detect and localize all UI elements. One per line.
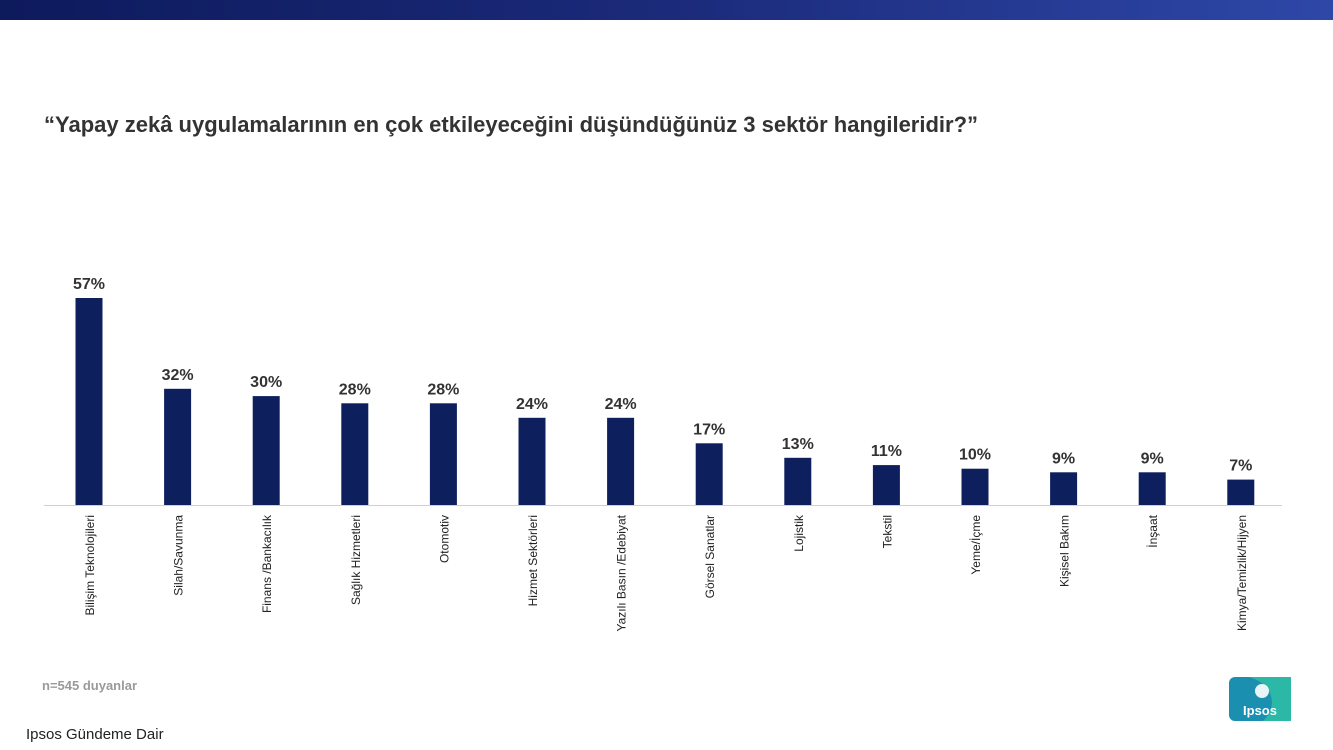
value-label-2: 32% (162, 367, 194, 384)
bar-3 (252, 396, 280, 505)
value-label-13: 9% (1141, 450, 1164, 467)
value-label-11: 10% (959, 447, 991, 464)
bar-12 (1050, 472, 1078, 505)
bar-6 (518, 417, 546, 505)
bar-2 (164, 388, 192, 505)
bar-14 (1227, 479, 1255, 505)
value-label-10: 11% (871, 443, 902, 460)
value-label-4: 28% (339, 381, 371, 398)
bar-9 (784, 457, 812, 505)
logo-accent (1249, 677, 1291, 721)
value-label-1: 57% (73, 276, 105, 293)
bar-7 (607, 417, 635, 505)
value-label-12: 9% (1052, 450, 1075, 467)
value-label-5: 28% (427, 381, 459, 398)
category-label-12: Kişisel Bakım (1058, 515, 1072, 587)
value-label-6: 24% (516, 396, 548, 413)
category-label-2: Silah/Savunma (172, 515, 186, 596)
category-label-9: Lojistik (792, 514, 806, 552)
category-label-10: Tekstil (880, 515, 894, 548)
value-label-8: 17% (693, 421, 725, 438)
chart-title: “Yapay zekâ uygulamalarının en çok etkil… (44, 112, 979, 137)
category-label-5: Otomotiv (437, 515, 451, 563)
value-label-9: 13% (782, 436, 814, 453)
category-label-3: Finans /Bankacılık (260, 514, 274, 613)
category-labels-group: Bilişim Teknolojileri Silah/Savunma Finans… (83, 514, 1249, 632)
category-label-8: Görsel Sanatlar (703, 515, 717, 598)
bars-group (75, 298, 1255, 505)
value-label-3: 30% (250, 374, 282, 391)
value-labels-group: 57% 32% 30% 28% 28% 24% 24% 17% 13% 11% 10% 9% 9% 7% (73, 276, 1252, 475)
category-label-11: Yeme/İçme (969, 515, 983, 575)
bar-1 (75, 298, 103, 505)
category-label-14: Kimya/Temizlik/Hijyen (1235, 515, 1249, 631)
top-banner (0, 0, 1333, 20)
value-label-7: 24% (605, 396, 637, 413)
category-label-13: İnşaat (1146, 514, 1160, 547)
sample-size-note: n=545 duyanlar (42, 678, 138, 693)
category-label-4: Sağlık Hizmetleri (349, 515, 363, 605)
ipsos-logo-icon: Ipsos (1229, 677, 1291, 721)
category-label-1: Bilişim Teknolojileri (83, 515, 97, 615)
footer-source: Ipsos Gündeme Dair (26, 726, 164, 743)
bar-13 (1138, 472, 1166, 505)
bar-4 (341, 403, 369, 505)
logo-text: Ipsos (1243, 703, 1277, 718)
value-label-14: 7% (1229, 458, 1252, 475)
category-label-7: Yazılı Basın /Edebiyat (615, 514, 629, 631)
bar-11 (961, 468, 989, 505)
bar-chart: 57%32% 30% 28% 28%24% 24%17%13% 11% 10% 9% 9% 7% … (44, 276, 1282, 632)
bar-5 (429, 403, 457, 505)
bar-8 (695, 443, 723, 505)
logo-head (1255, 684, 1269, 698)
category-label-6: Hizmet Sektörleri (526, 515, 540, 606)
bar-10 (872, 465, 900, 505)
